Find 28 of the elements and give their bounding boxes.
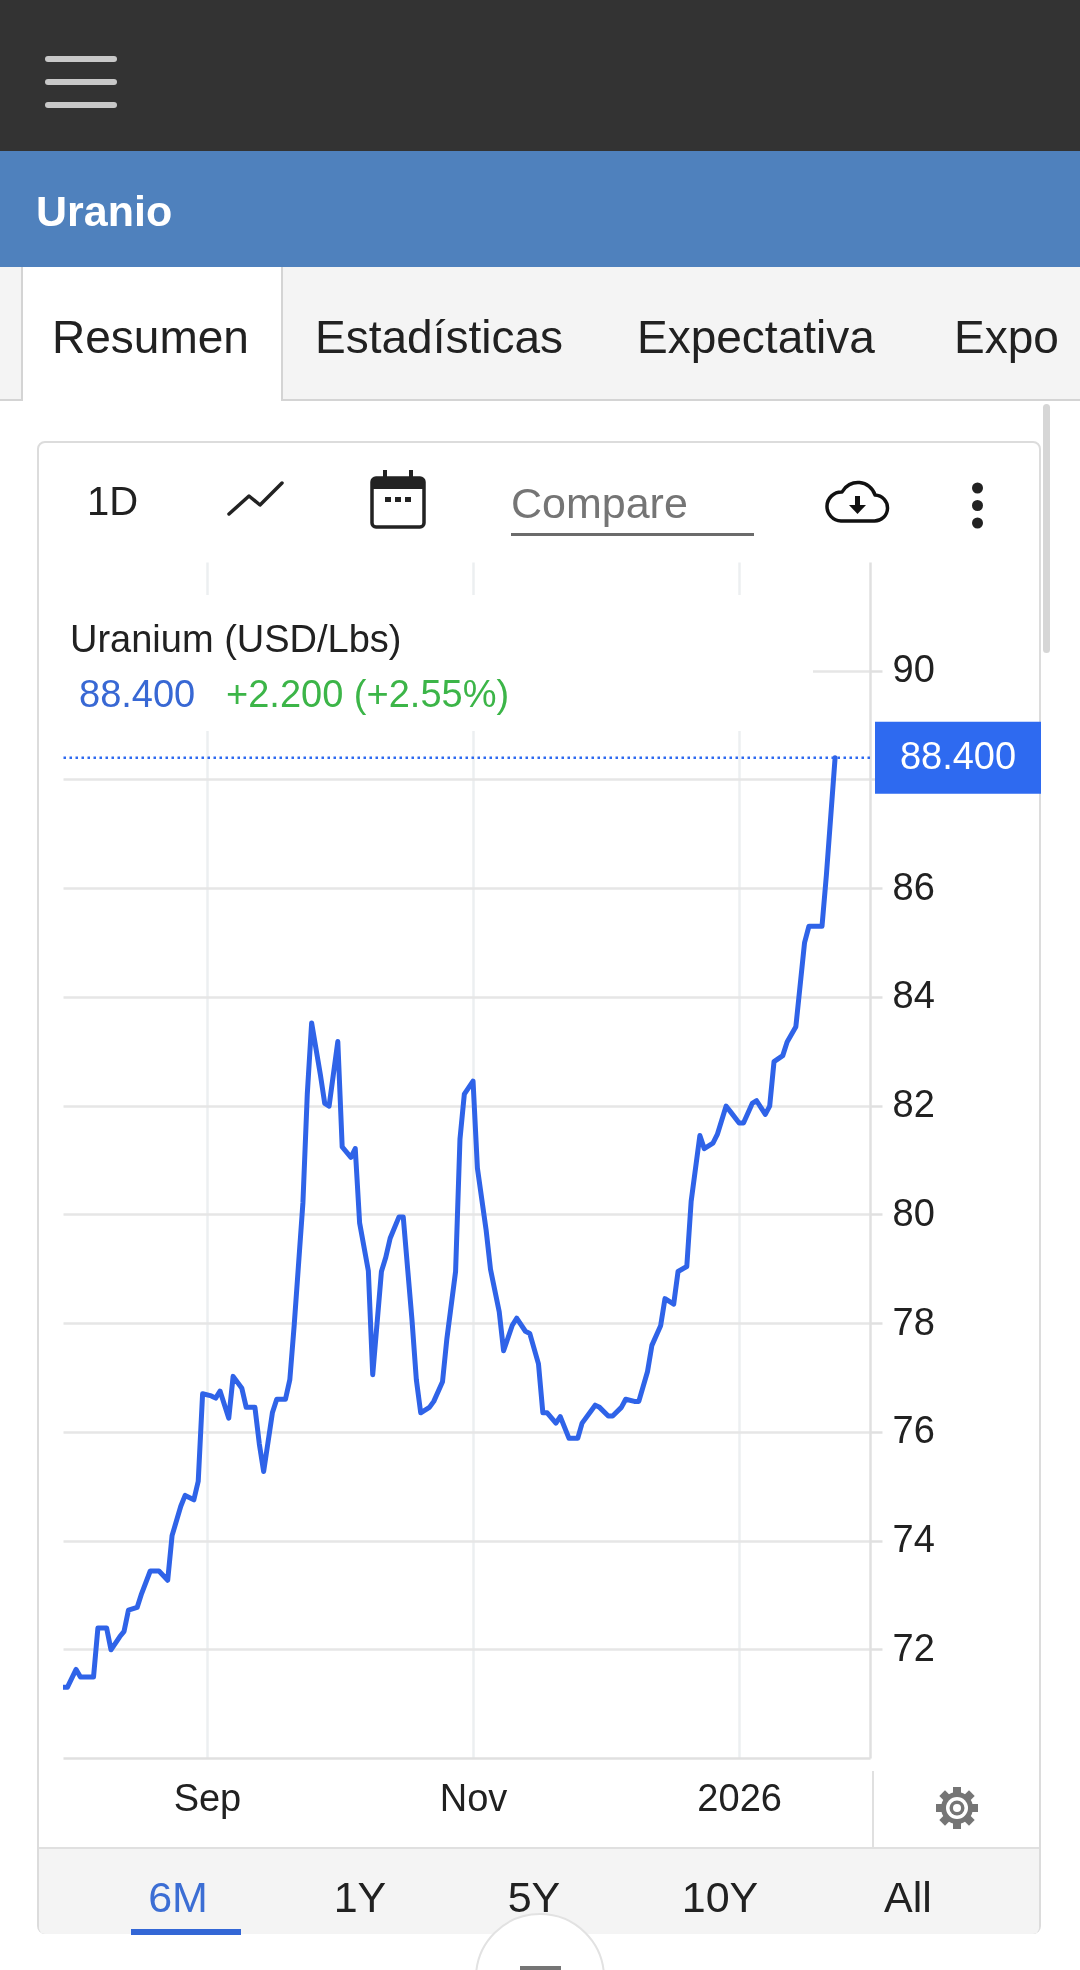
y-tick-label: 86 bbox=[892, 865, 935, 908]
text: 5Y bbox=[507, 1872, 561, 1921]
y-tick-label: 90 bbox=[892, 648, 935, 691]
text: Estadísticas bbox=[315, 311, 563, 364]
text: 1D bbox=[87, 479, 139, 524]
annotation: +2.200 (+2.55%) bbox=[226, 672, 510, 715]
chart-title: Uranio bbox=[36, 186, 173, 235]
y-tick-label: 84 bbox=[892, 974, 935, 1017]
text: All bbox=[884, 1872, 932, 1921]
text: Expectativa bbox=[637, 311, 875, 364]
y-tick-label: 72 bbox=[892, 1626, 935, 1669]
x-tick-label: Sep bbox=[173, 1776, 242, 1819]
text: 6M bbox=[148, 1872, 208, 1921]
text: 1Y bbox=[333, 1872, 387, 1921]
text: Expo bbox=[954, 311, 1059, 364]
y-tick-label: 80 bbox=[892, 1191, 935, 1234]
text: Uranium (USD/Lbs) bbox=[70, 617, 402, 660]
ref-line-label: 88.400 bbox=[899, 734, 1017, 777]
y-tick-label: 78 bbox=[892, 1300, 935, 1343]
y-tick-label: 76 bbox=[892, 1409, 935, 1452]
y-tick-label: 74 bbox=[892, 1518, 935, 1561]
text: Resumen bbox=[52, 311, 249, 364]
y-tick-label: 82 bbox=[892, 1083, 935, 1126]
x-tick-label: 2026 bbox=[697, 1776, 782, 1819]
text: 10Y bbox=[681, 1872, 759, 1921]
x-tick-label: Nov bbox=[439, 1776, 508, 1819]
annotation: 88.400 bbox=[79, 672, 196, 715]
text: Compare bbox=[511, 478, 688, 527]
